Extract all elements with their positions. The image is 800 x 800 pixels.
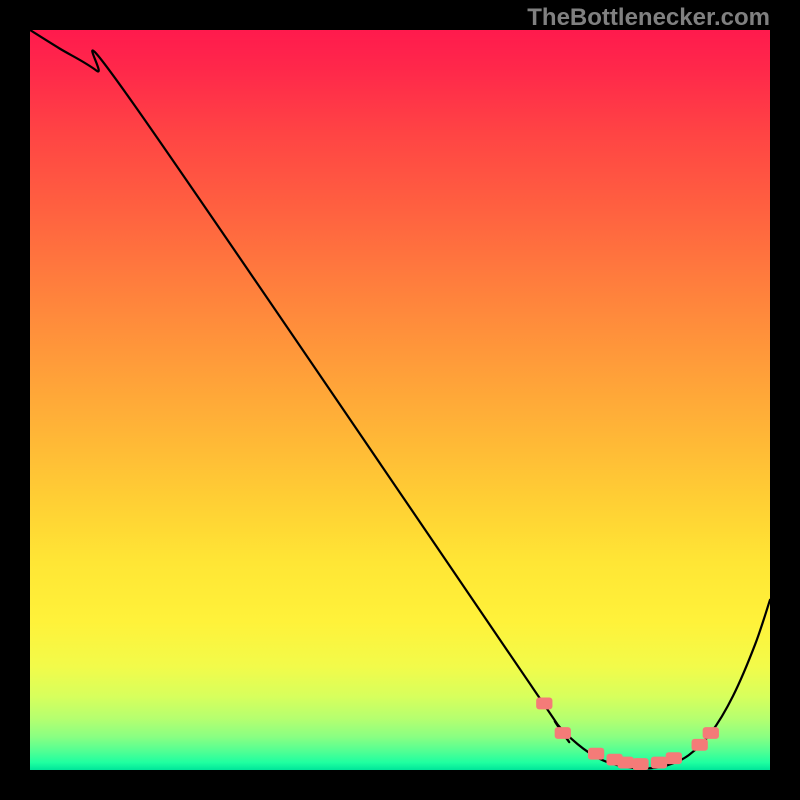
chart-frame	[30, 30, 770, 770]
chart-marker	[588, 748, 604, 760]
chart-marker	[692, 739, 708, 751]
chart-marker	[651, 757, 667, 769]
chart-background	[30, 30, 770, 770]
chart-marker	[555, 727, 571, 739]
chart-marker	[632, 758, 648, 770]
chart-marker	[618, 757, 634, 769]
chart-marker	[666, 752, 682, 764]
chart-marker	[536, 697, 552, 709]
chart-plot-area	[30, 30, 770, 770]
chart-marker	[703, 727, 719, 739]
watermark-text: TheBottlenecker.com	[527, 4, 770, 32]
chart-svg	[30, 30, 770, 770]
